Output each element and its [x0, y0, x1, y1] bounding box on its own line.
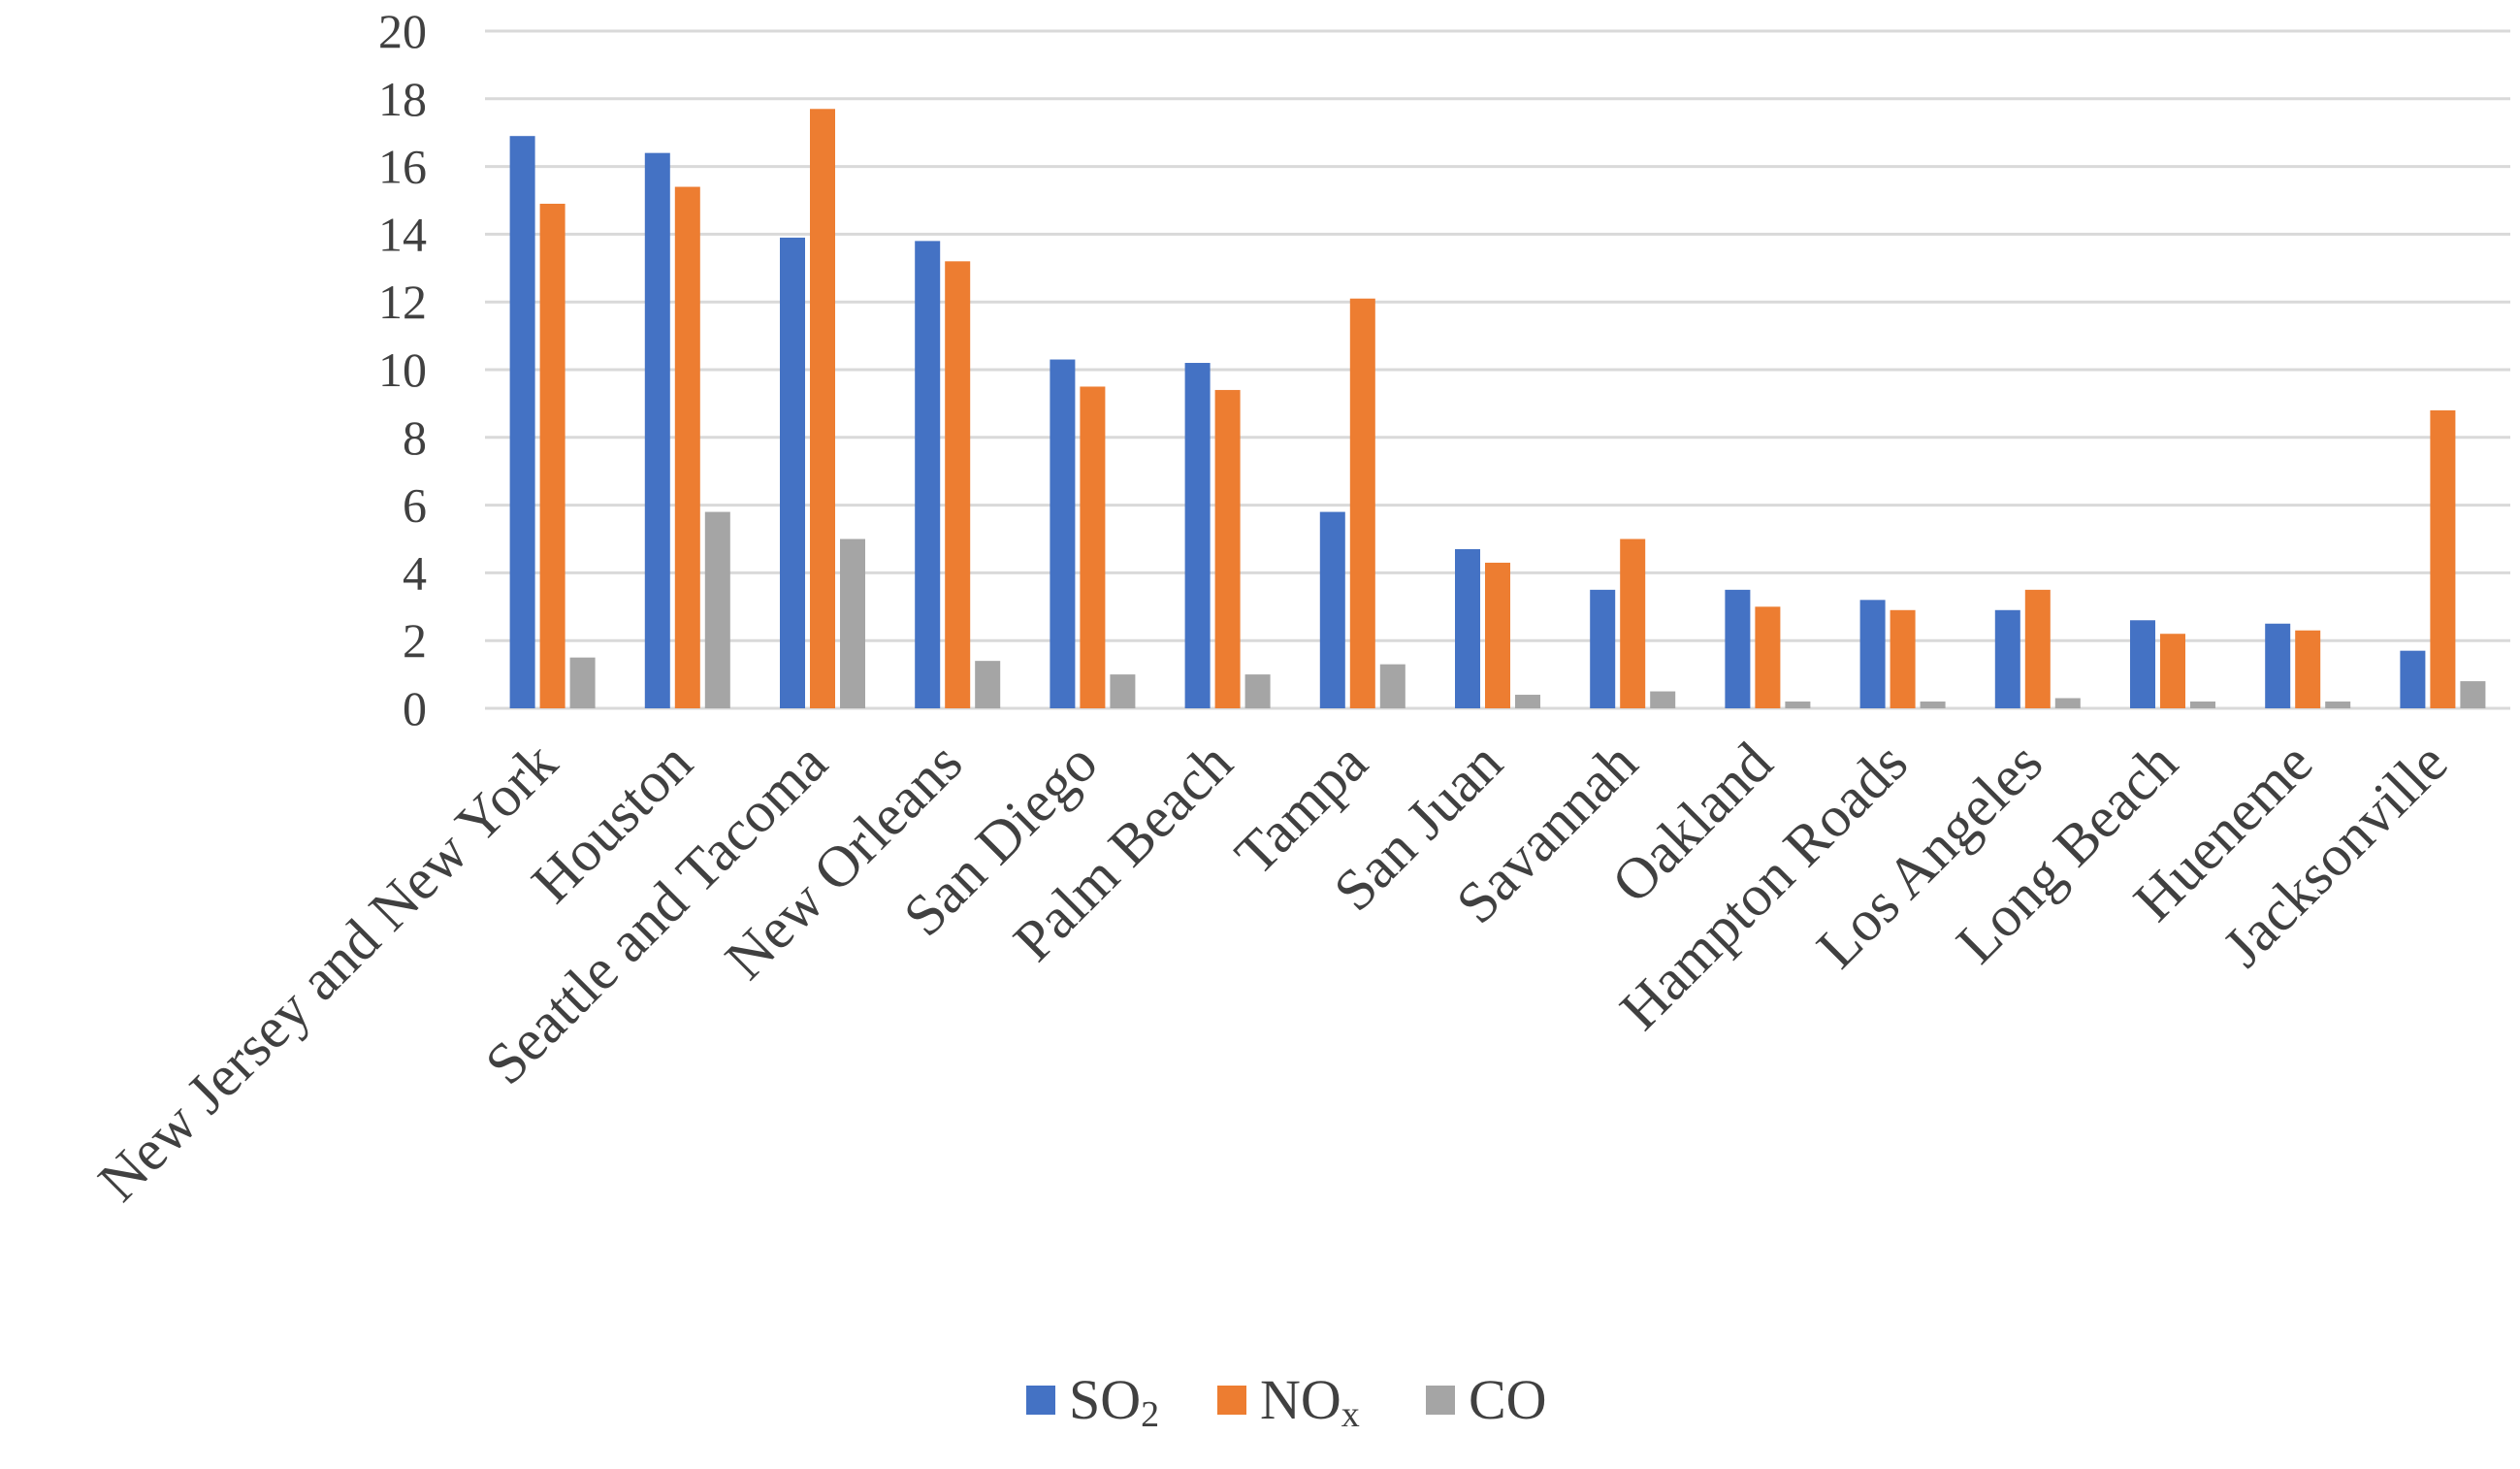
bar-co-12: [2190, 702, 2215, 708]
bar-no-8: [1620, 539, 1646, 708]
bar-so-13: [2265, 623, 2291, 708]
bar-co-6: [1379, 664, 1405, 708]
bar-so-11: [1994, 609, 2020, 708]
bar-so-14: [2400, 650, 2426, 708]
y-tick-label: 2: [403, 613, 427, 668]
bar-no-5: [1214, 389, 1241, 708]
bar-so-8: [1590, 589, 1616, 708]
legend-label-subscript: x: [1341, 1394, 1360, 1435]
legend-label-subscript: 2: [1141, 1394, 1159, 1435]
legend-swatch-co: [1426, 1386, 1455, 1415]
bar-no-3: [945, 261, 971, 708]
bar-so-7: [1455, 548, 1480, 708]
legend: SO2 NOx CO: [1026, 1368, 1547, 1435]
bar-no-10: [1890, 609, 1916, 708]
x-tick-label: New Jersey and New York: [86, 731, 569, 1214]
y-tick-label: 10: [378, 343, 427, 397]
bar-co-11: [2054, 698, 2081, 708]
bar-co-14: [2460, 681, 2486, 708]
legend-swatch-so: [1026, 1386, 1055, 1415]
bar-co-3: [975, 661, 1001, 708]
bar-no-4: [1080, 386, 1106, 708]
bar-no-12: [2160, 634, 2185, 708]
y-tick-label: 14: [378, 207, 427, 261]
legend-swatch-no: [1217, 1386, 1246, 1415]
bar-co-10: [1920, 702, 1946, 708]
bar-so-0: [509, 136, 535, 708]
bar-co-4: [1110, 674, 1136, 708]
bar-so-12: [2130, 620, 2155, 708]
bar-co-1: [704, 511, 730, 708]
bar-no-11: [2024, 589, 2051, 708]
bar-so-9: [1725, 589, 1751, 708]
legend-label-main: CO: [1469, 1368, 1547, 1431]
bar-no-1: [674, 186, 700, 709]
y-tick-label: 18: [378, 72, 427, 126]
y-tick-label: 4: [403, 545, 427, 600]
y-tick-label: 8: [403, 410, 427, 465]
bar-co-13: [2325, 702, 2351, 708]
bar-no-13: [2295, 630, 2321, 708]
y-tick-label: 16: [378, 140, 427, 194]
bar-co-5: [1244, 674, 1271, 708]
bar-so-6: [1319, 511, 1345, 708]
legend-label-main: SO: [1069, 1368, 1141, 1431]
bar-no-7: [1485, 562, 1510, 708]
legend-label-no: NOx: [1260, 1368, 1360, 1435]
y-tick-label: 0: [403, 681, 427, 735]
bar-so-5: [1184, 363, 1211, 708]
bar-co-8: [1650, 691, 1676, 708]
y-tick-label: 6: [403, 478, 427, 533]
y-axis-ticks: 0 2 4 6 8 10 12 14 16 18 20: [378, 4, 427, 735]
bar-no-9: [1755, 606, 1781, 708]
bar-co-2: [840, 539, 865, 708]
bar-no-6: [1349, 298, 1375, 708]
legend-label-co: CO: [1469, 1368, 1547, 1431]
bar-so-4: [1050, 359, 1076, 708]
legend-label-so: SO2: [1069, 1368, 1159, 1435]
bars: [509, 109, 2486, 709]
y-tick-label: 12: [378, 275, 427, 329]
bar-no-14: [2430, 409, 2456, 708]
y-tick-label: 20: [378, 4, 427, 58]
bar-so-1: [644, 152, 670, 708]
bar-no-2: [810, 109, 835, 708]
bar-no-0: [539, 203, 565, 709]
legend-label-main: NO: [1260, 1368, 1341, 1431]
bar-so-3: [915, 241, 941, 708]
bar-co-7: [1515, 695, 1540, 708]
bar-co-0: [569, 657, 596, 708]
bar-co-9: [1785, 702, 1811, 708]
bar-so-2: [780, 237, 805, 708]
bar-so-10: [1859, 600, 1886, 708]
